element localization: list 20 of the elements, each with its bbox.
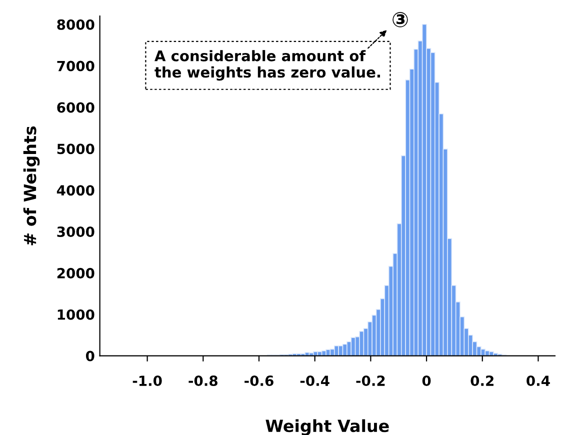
- y-tick-label: 1000: [58, 309, 94, 320]
- annotation: A considerable amount of the weights has zero value.: [154, 50, 380, 81]
- x-tick-label: -0.4: [300, 376, 330, 386]
- y-tick-label: 5000: [57, 144, 94, 154]
- y-tick-label: 2000: [57, 268, 94, 278]
- x-tick-label: 0: [422, 376, 431, 386]
- x-tick-label: 0.2: [470, 376, 494, 386]
- y-tick-label: 6000: [57, 102, 94, 113]
- y-axis-title: # of Weights: [23, 126, 40, 246]
- x-tick-label: 0.4: [526, 376, 550, 386]
- y-tick-label: 3000: [57, 226, 94, 238]
- x-tick-label: -0.2: [356, 376, 385, 386]
- annotation: ③: [392, 12, 408, 28]
- y-tick-label: 8000: [57, 19, 94, 30]
- y-tick-label: 7000: [57, 60, 94, 72]
- x-tick-label: -0.8: [188, 376, 218, 386]
- x-tick-label: -1.0: [132, 376, 162, 386]
- y-tick-label: 0: [86, 350, 94, 362]
- x-tick-label: -0.6: [244, 376, 274, 386]
- y-tick-label: 4000: [56, 185, 94, 196]
